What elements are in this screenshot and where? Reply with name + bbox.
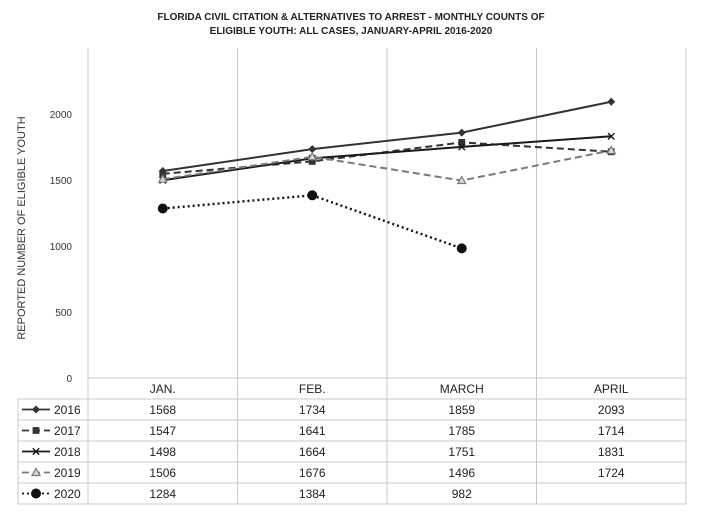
legend-marker <box>30 467 42 477</box>
table-cell-value: 1724 <box>598 466 625 480</box>
data-point <box>308 157 316 165</box>
y-tick-label: 0 <box>66 374 72 385</box>
table-cell-value: 1506 <box>149 466 176 480</box>
table-cell-value: 1785 <box>448 424 475 438</box>
y-axis-label: REPORTED NUMBER OF ELIGIBLE YOUTH <box>16 116 28 339</box>
legend-label: 2017 <box>54 424 81 438</box>
data-point <box>159 170 167 178</box>
chart-title-line: FLORIDA CIVIL CITATION & ALTERNATIVES TO… <box>157 12 544 23</box>
legend-label: 2018 <box>54 445 81 459</box>
legend-marker <box>31 488 41 499</box>
table-cell-value: 1859 <box>448 403 475 417</box>
data-point <box>157 173 168 183</box>
data-point <box>607 97 616 106</box>
y-tick-label: 1000 <box>50 242 73 253</box>
legend-key-2016 <box>22 405 50 414</box>
table-cell-value: 1284 <box>149 487 176 501</box>
series-2020 <box>157 190 467 254</box>
y-tick-label: 2000 <box>50 110 73 121</box>
x-tick-label: JAN. <box>150 382 176 396</box>
legend-label: 2019 <box>54 466 81 480</box>
y-axis-ticks: 0 500 1000 1500 2000 <box>50 110 73 385</box>
legend-key-2018 <box>22 447 50 456</box>
table-cell-value: 1496 <box>448 466 475 480</box>
legend-label: 2020 <box>54 487 81 501</box>
table-cell-value: 1547 <box>149 424 176 438</box>
legend-key-2019 <box>22 467 50 477</box>
series-2019 <box>157 145 617 185</box>
table-cell-value: 1676 <box>299 466 326 480</box>
data-point <box>457 128 466 137</box>
legend-label: 2016 <box>54 403 81 417</box>
table-cell-value: 982 <box>452 487 472 501</box>
data-point <box>458 138 466 146</box>
table-cell-value: 1641 <box>299 424 326 438</box>
legend-key-2020 <box>22 488 50 499</box>
table-cell-value: 1734 <box>299 403 326 417</box>
data-point <box>307 190 318 201</box>
legend-marker <box>32 447 40 456</box>
grid-lines <box>87 48 687 504</box>
table-cell-value: 1568 <box>149 403 176 417</box>
chart-title: FLORIDA CIVIL CITATION & ALTERNATIVES TO… <box>157 12 544 37</box>
data-point <box>606 145 617 155</box>
x-tick-label: FEB. <box>299 382 326 396</box>
table-cell-value: 1498 <box>149 445 176 459</box>
series-line <box>162 100 612 173</box>
data-point <box>456 175 467 185</box>
data-point <box>456 243 467 254</box>
data-table: JAN. FEB. MARCH APRIL 2016 1568 1734 1859 2093 20… <box>17 377 686 505</box>
chart-title-line: ELIGIBLE YOUTH: ALL CASES, JANUARY-APRIL… <box>210 26 493 37</box>
table-cell-value: 1714 <box>598 424 625 438</box>
table-cell-value: 2093 <box>598 403 625 417</box>
series-lines <box>157 97 617 254</box>
x-tick-label: MARCH <box>440 382 484 396</box>
data-point <box>157 203 168 214</box>
data-point <box>308 145 317 154</box>
y-tick-label: 1500 <box>50 176 73 187</box>
table-cell-value: 1751 <box>448 445 475 459</box>
table-cell-value: 1831 <box>598 445 625 459</box>
data-point <box>307 151 318 161</box>
y-tick-label: 500 <box>55 308 72 319</box>
data-point <box>607 132 615 141</box>
data-point <box>458 143 466 151</box>
legend-key-2017 <box>22 427 50 434</box>
series-line <box>162 194 463 250</box>
series-line <box>162 135 612 182</box>
x-tick-label: APRIL <box>594 382 629 396</box>
table-cell-value: 1384 <box>299 487 326 501</box>
legend-marker <box>32 427 40 434</box>
series-line <box>162 149 612 182</box>
legend-marker <box>32 405 40 414</box>
table-cell-value: 1664 <box>299 445 326 459</box>
y-axis-title: REPORTED NUMBER OF ELIGIBLE YOUTH <box>16 116 28 339</box>
